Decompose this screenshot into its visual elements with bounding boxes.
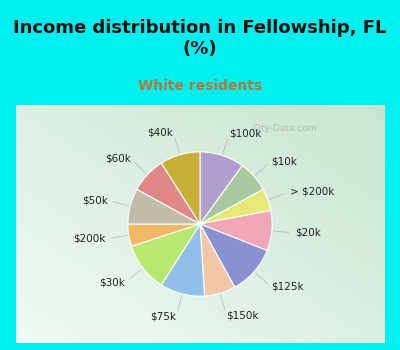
Text: $75k: $75k [150,311,176,321]
Text: Income distribution in Fellowship, FL
(%): Income distribution in Fellowship, FL (%… [13,19,387,58]
Text: $60k: $60k [105,154,131,164]
Text: > $200k: > $200k [290,187,334,197]
Wedge shape [128,189,200,224]
Wedge shape [128,224,200,246]
Wedge shape [200,189,271,224]
Text: $200k: $200k [74,234,106,244]
Wedge shape [200,224,267,287]
Text: $50k: $50k [82,195,108,205]
Text: White residents: White residents [138,79,262,93]
Wedge shape [200,166,263,224]
Text: $150k: $150k [226,310,259,320]
Wedge shape [200,210,272,251]
Wedge shape [137,163,200,224]
Wedge shape [161,152,200,224]
Wedge shape [200,224,235,296]
Wedge shape [132,224,200,285]
Text: City-Data.com: City-Data.com [252,124,317,133]
Text: $20k: $20k [295,228,321,238]
Text: $100k: $100k [230,128,262,139]
Text: $10k: $10k [272,156,297,166]
Text: $30k: $30k [99,277,125,287]
Text: $125k: $125k [272,282,304,292]
Text: $40k: $40k [148,128,174,138]
Wedge shape [161,224,204,296]
Wedge shape [200,152,242,224]
